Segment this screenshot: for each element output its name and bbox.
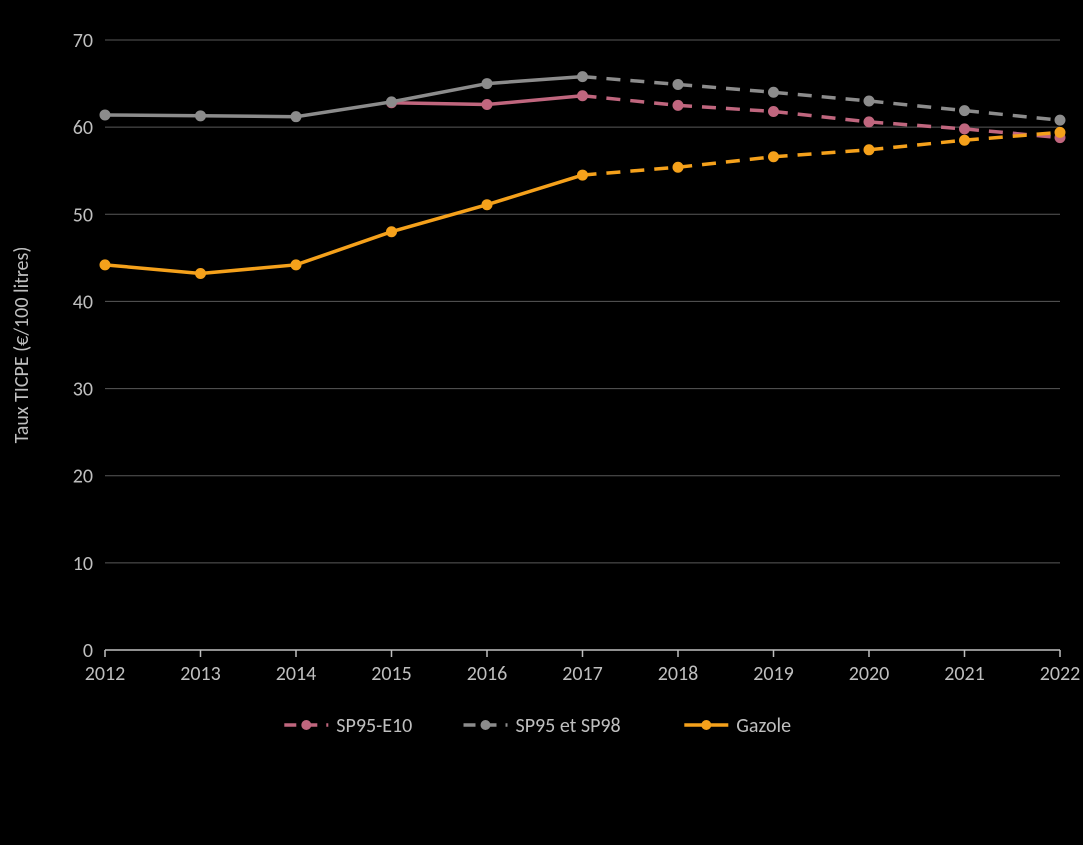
x-tick-label: 2015 — [371, 662, 412, 686]
x-tick-label: 2019 — [753, 662, 794, 686]
legend-marker-icon — [481, 720, 491, 730]
series-marker-SP95 et SP98 — [864, 96, 874, 106]
series-line-Gazole — [105, 175, 583, 273]
y-axis-title: Taux TICPE (€/100 litres) — [10, 247, 34, 444]
series-marker-Gazole — [100, 260, 110, 270]
y-tick-label: 60 — [73, 116, 93, 140]
series-marker-Gazole — [960, 135, 970, 145]
x-tick-label: 2017 — [562, 662, 603, 686]
series-marker-SP95-E10 — [769, 106, 779, 116]
y-tick-label: 30 — [73, 378, 93, 402]
legend-marker-icon — [301, 720, 311, 730]
y-tick-label: 50 — [73, 203, 93, 227]
ticpe-chart: 0 10 20 30 40 50 60 70 2012 2013 2014 2015 2016 2017 2… — [0, 0, 1083, 845]
chart-svg: 0 10 20 30 40 50 60 70 2012 2013 2014 2015 2016 2017 2… — [0, 0, 1083, 845]
y-tick-label: 70 — [73, 29, 93, 53]
series-marker-Gazole — [291, 260, 301, 270]
x-tick-label: 2014 — [276, 662, 317, 686]
y-tick-label: 10 — [73, 552, 93, 576]
y-tick-label: 20 — [73, 465, 93, 489]
series-marker-Gazole — [482, 200, 492, 210]
series-marker-Gazole — [1055, 127, 1065, 137]
series-marker-Gazole — [196, 269, 206, 279]
series-marker-SP95 et SP98 — [673, 79, 683, 89]
x-tick-label: 2021 — [944, 662, 985, 686]
series-marker-SP95 et SP98 — [100, 110, 110, 120]
x-tick-label: 2013 — [180, 662, 221, 686]
y-tick-label: 40 — [73, 290, 93, 314]
legend-marker-icon — [701, 720, 711, 730]
series-line-dashed-SP95 et SP98 — [583, 77, 1061, 121]
series-line-SP95 et SP98 — [105, 77, 583, 117]
series-marker-SP95-E10 — [673, 100, 683, 110]
series-marker-SP95 et SP98 — [482, 79, 492, 89]
series-marker-SP95 et SP98 — [769, 87, 779, 97]
series-marker-SP95-E10 — [578, 91, 588, 101]
series-marker-Gazole — [769, 152, 779, 162]
series-marker-Gazole — [864, 145, 874, 155]
series-marker-SP95 et SP98 — [578, 72, 588, 82]
legend-label: SP95 et SP98 — [516, 714, 621, 738]
x-tick-label: 2012 — [85, 662, 126, 686]
series-marker-Gazole — [578, 170, 588, 180]
series-marker-SP95 et SP98 — [1055, 115, 1065, 125]
x-tick-label: 2022 — [1040, 662, 1081, 686]
x-tick-label: 2018 — [658, 662, 699, 686]
series-marker-SP95 et SP98 — [960, 106, 970, 116]
series-marker-SP95 et SP98 — [196, 111, 206, 121]
series-line-dashed-Gazole — [583, 132, 1061, 175]
series-marker-Gazole — [673, 162, 683, 172]
x-tick-label: 2016 — [467, 662, 508, 686]
series-line-dashed-SP95-E10 — [583, 96, 1061, 138]
series-marker-SP95 et SP98 — [387, 97, 397, 107]
series-marker-SP95-E10 — [482, 99, 492, 109]
legend-label: Gazole — [736, 714, 791, 738]
series-marker-SP95-E10 — [864, 117, 874, 127]
y-tick-label: 0 — [83, 639, 93, 663]
series-marker-Gazole — [387, 227, 397, 237]
x-tick-label: 2020 — [849, 662, 890, 686]
series-marker-SP95-E10 — [960, 124, 970, 134]
series-marker-SP95 et SP98 — [291, 112, 301, 122]
legend-label: SP95-E10 — [336, 714, 412, 738]
